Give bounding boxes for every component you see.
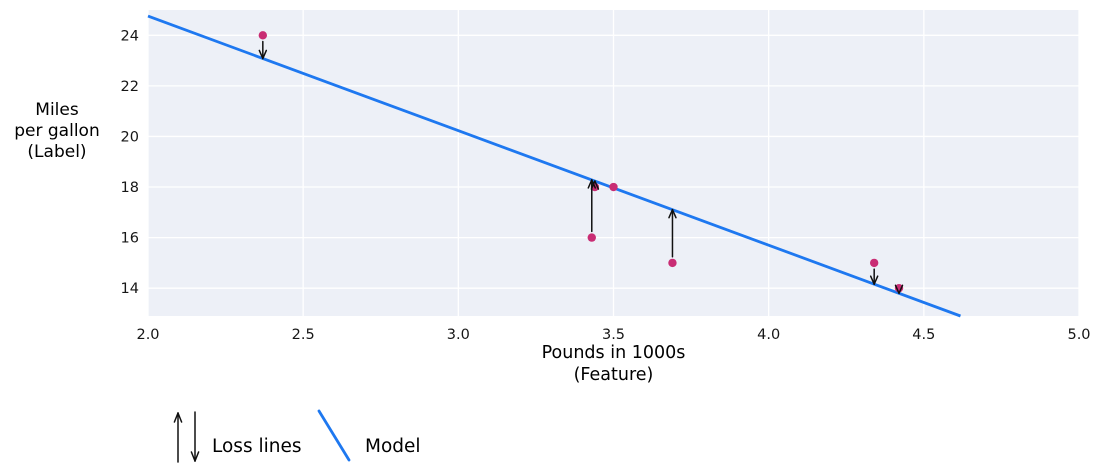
data-point <box>587 233 596 242</box>
loss-arrow <box>668 208 677 258</box>
y-tick-label: 16 <box>121 231 139 247</box>
loss-arrow-segment <box>894 284 900 295</box>
data-point <box>869 258 879 268</box>
loss-lines-legend-icon <box>173 411 200 463</box>
loss-arrow-segment <box>869 275 875 285</box>
y-axis-label-line: (Label) <box>27 142 87 162</box>
x-tick-label: 4.5 <box>912 327 935 343</box>
data-point <box>668 258 677 268</box>
loss-arrow <box>590 180 600 190</box>
data-point <box>609 182 618 192</box>
model-line <box>147 14 961 318</box>
loss-arrow-segment <box>671 208 677 219</box>
model-line-legend-icon <box>317 409 351 462</box>
y-tick-label: 18 <box>121 180 139 196</box>
loss-arrow-segment <box>262 49 268 60</box>
loss-arrow-segment <box>594 180 600 190</box>
y-tick-label: 22 <box>121 79 139 95</box>
scatter-plot-canvas: 2.0 2.5 3.0 3.5 4.0 4.5 5.0 14 16 18 20 22 24 <box>121 10 1091 343</box>
loss-arrow-segment <box>258 49 264 60</box>
x-tick-label: 3.5 <box>602 327 625 343</box>
x-axis-label: Pounds in 1000s (Feature) <box>148 342 1079 386</box>
loss-arrow-segment <box>668 208 674 219</box>
loss-arrow-segment <box>898 284 904 295</box>
x-tick-label: 3.0 <box>447 327 470 343</box>
x-tick-label: 5.0 <box>1067 327 1090 343</box>
y-tick-label: 20 <box>121 129 139 145</box>
y-axis-label: Miles per gallon (Label) <box>4 100 110 163</box>
loss-arrow-segment <box>873 275 879 285</box>
y-axis-label-line: Miles <box>35 100 79 120</box>
x-tick-label: 4.0 <box>757 327 780 343</box>
legend-loss-lines-label: Loss lines <box>212 436 302 457</box>
x-axis-label-line: (Feature) <box>573 365 654 385</box>
loss-arrow-segment <box>587 179 593 189</box>
loss-arrow <box>894 284 904 295</box>
y-axis-label-line: per gallon <box>14 121 100 141</box>
loss-arrow-segment <box>590 180 596 190</box>
x-axis-label-line: Pounds in 1000s <box>541 343 686 363</box>
legend-model-label: Model <box>365 436 421 457</box>
loss-arrow <box>869 268 879 285</box>
y-tick-label: 14 <box>121 281 139 297</box>
y-tick-label: 24 <box>121 28 139 44</box>
data-point <box>258 31 268 40</box>
loss-arrow <box>258 40 268 60</box>
x-tick-label: 2.0 <box>136 327 159 343</box>
x-tick-label: 2.5 <box>292 327 315 343</box>
